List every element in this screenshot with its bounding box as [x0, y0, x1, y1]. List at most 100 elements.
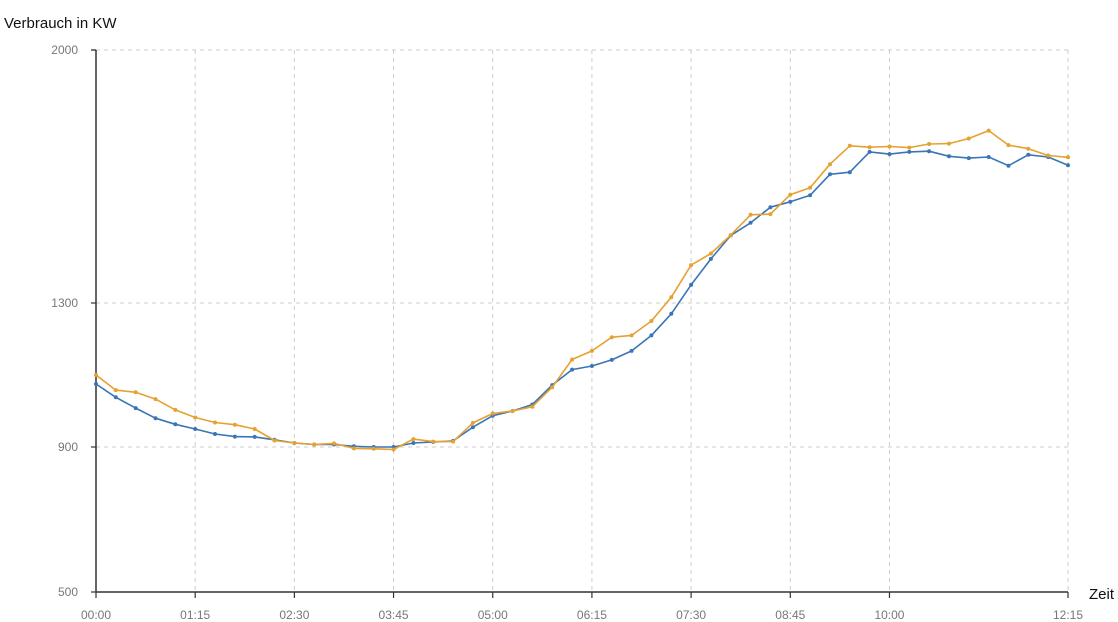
data-point — [966, 136, 971, 141]
series-line-1 — [95, 150, 1069, 448]
data-point — [768, 212, 773, 217]
labels: 500 900 1300 2000 00:00 01:15 02:30 03:45 05:00 0… — [51, 43, 1083, 622]
data-point — [689, 282, 694, 287]
y-tick-label: 1300 — [51, 296, 78, 310]
data-point — [768, 205, 773, 210]
data-point — [669, 295, 674, 300]
data-point — [470, 420, 475, 425]
data-point — [113, 395, 118, 400]
data-point — [490, 411, 495, 416]
data-point — [94, 373, 98, 377]
data-point — [907, 149, 912, 154]
data-point — [927, 149, 932, 154]
data-point — [947, 154, 951, 159]
x-tick-label: 06:15 — [577, 608, 607, 622]
series-layer — [94, 128, 1070, 452]
data-point — [788, 192, 793, 197]
data-point — [708, 251, 713, 256]
data-point — [708, 256, 713, 261]
data-point — [828, 162, 832, 167]
data-point — [847, 143, 852, 148]
data-point — [748, 212, 753, 217]
data-point — [788, 199, 793, 204]
data-point — [570, 367, 575, 372]
data-point — [1026, 146, 1031, 151]
data-point — [589, 364, 594, 368]
series-line-2 — [95, 129, 1069, 451]
x-tick-label: 10:00 — [874, 608, 904, 622]
data-point — [629, 348, 634, 353]
data-point — [986, 155, 991, 159]
data-point — [550, 385, 555, 390]
data-point — [966, 156, 971, 161]
data-point — [213, 432, 217, 436]
data-point — [689, 263, 694, 268]
data-point — [411, 441, 416, 445]
x-axis-title: Zeit — [1089, 586, 1115, 603]
y-axis-title: Verbrauch in KW — [4, 15, 117, 32]
data-point — [847, 170, 852, 175]
data-point — [252, 427, 257, 431]
y-tick-label: 900 — [58, 440, 78, 454]
data-point — [232, 422, 237, 427]
data-point — [470, 425, 475, 430]
data-point — [193, 415, 198, 420]
data-point — [213, 420, 217, 425]
data-point — [173, 422, 178, 427]
x-tick-label: 12:15 — [1053, 608, 1083, 622]
data-point — [232, 434, 237, 439]
data-point — [1006, 143, 1011, 148]
data-point — [113, 388, 118, 393]
data-point — [312, 442, 317, 447]
data-point — [907, 145, 912, 150]
data-point — [153, 416, 158, 421]
data-point — [510, 409, 515, 413]
data-point — [332, 441, 336, 446]
data-point — [609, 357, 614, 362]
grid — [96, 49, 1069, 592]
data-point — [887, 152, 892, 157]
x-tick-label: 01:15 — [180, 608, 210, 622]
x-tick-label: 02:30 — [279, 608, 309, 622]
y-tick-label: 500 — [58, 585, 78, 599]
y-tick-label: 2000 — [51, 43, 78, 57]
data-point — [649, 333, 654, 338]
data-point — [94, 382, 98, 386]
data-point — [927, 142, 932, 146]
axes — [91, 49, 1069, 598]
x-tick-label: 08:45 — [775, 608, 805, 622]
data-point — [252, 434, 257, 439]
data-point — [589, 348, 594, 353]
data-point — [808, 185, 813, 190]
data-point — [530, 404, 535, 409]
data-point — [986, 128, 991, 133]
data-point — [828, 172, 832, 177]
data-point — [609, 335, 614, 340]
data-point — [411, 437, 416, 442]
data-point — [133, 390, 138, 395]
data-point — [292, 441, 297, 445]
data-point — [867, 149, 872, 154]
data-point — [728, 233, 733, 238]
data-point — [629, 333, 634, 338]
data-point — [649, 319, 654, 323]
data-point — [1046, 153, 1051, 158]
data-point — [391, 447, 396, 452]
data-point — [431, 439, 436, 444]
data-point — [570, 357, 575, 362]
data-point — [748, 220, 753, 225]
data-point — [133, 406, 138, 411]
data-point — [1066, 163, 1070, 168]
data-point — [153, 397, 158, 402]
data-point — [272, 438, 277, 443]
data-point — [1006, 163, 1011, 168]
x-tick-label: 00:00 — [81, 608, 111, 622]
data-point — [371, 446, 376, 451]
x-tick-label: 03:45 — [379, 608, 409, 622]
data-point — [351, 446, 356, 451]
data-point — [947, 141, 951, 146]
data-point — [808, 193, 813, 198]
data-point — [887, 144, 892, 149]
data-point — [1026, 152, 1031, 157]
